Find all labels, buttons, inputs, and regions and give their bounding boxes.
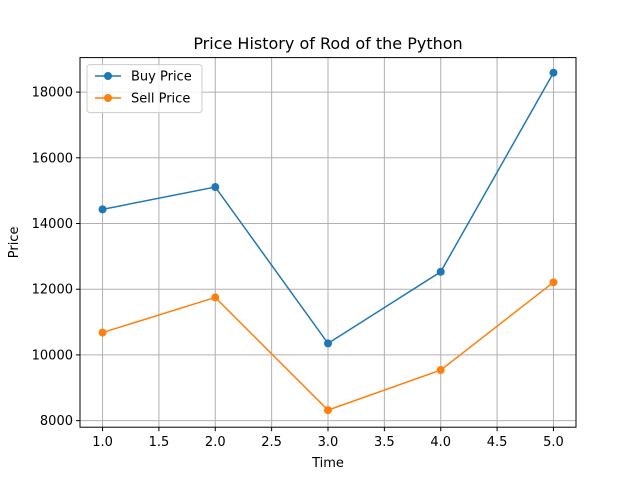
chart-title: Price History of Rod of the Python	[193, 34, 462, 53]
legend-marker-1	[104, 94, 112, 102]
y-tick-label: 10000	[32, 348, 73, 363]
legend-marker-0	[104, 72, 112, 80]
data-point-0-4	[549, 68, 558, 77]
data-point-0-2	[324, 339, 332, 348]
data-point-0-1	[211, 183, 220, 192]
y-axis-label: Price	[7, 227, 22, 259]
x-tick-label: 4.5	[487, 435, 508, 450]
x-tick-label: 5.0	[543, 435, 564, 450]
x-tick-label: 3.0	[318, 435, 339, 450]
data-point-1-1	[211, 293, 220, 302]
data-point-1-4	[549, 278, 558, 287]
x-tick-label: 2.5	[261, 435, 282, 450]
data-point-1-2	[324, 406, 332, 415]
x-axis-label: Time	[311, 456, 344, 471]
x-tick-label: 4.0	[430, 435, 451, 450]
series-group	[98, 68, 558, 415]
legend-label-0: Buy Price	[131, 70, 192, 85]
x-tick-label: 1.0	[92, 435, 113, 450]
axis-ticks: 1.0 1.5 2.0 2.5 3.0 3.5 4.0 4.5 5.0 8000 10000 1200…	[32, 86, 564, 451]
grid	[80, 57, 576, 428]
x-tick-label: 1.5	[149, 435, 170, 450]
y-tick-label: 16000	[32, 151, 73, 166]
data-point-0-3	[436, 267, 445, 276]
y-tick-label: 18000	[32, 86, 73, 101]
x-tick-label: 2.0	[205, 435, 226, 450]
data-point-0-0	[98, 205, 107, 214]
legend: Buy Price Sell Price	[86, 64, 203, 114]
data-point-1-3	[436, 366, 445, 375]
x-tick-label: 3.5	[374, 435, 395, 450]
legend-label-1: Sell Price	[131, 92, 190, 107]
y-tick-label: 8000	[40, 414, 73, 429]
y-tick-label: 14000	[32, 217, 73, 232]
y-tick-label: 12000	[32, 283, 73, 298]
data-point-1-0	[98, 328, 107, 337]
